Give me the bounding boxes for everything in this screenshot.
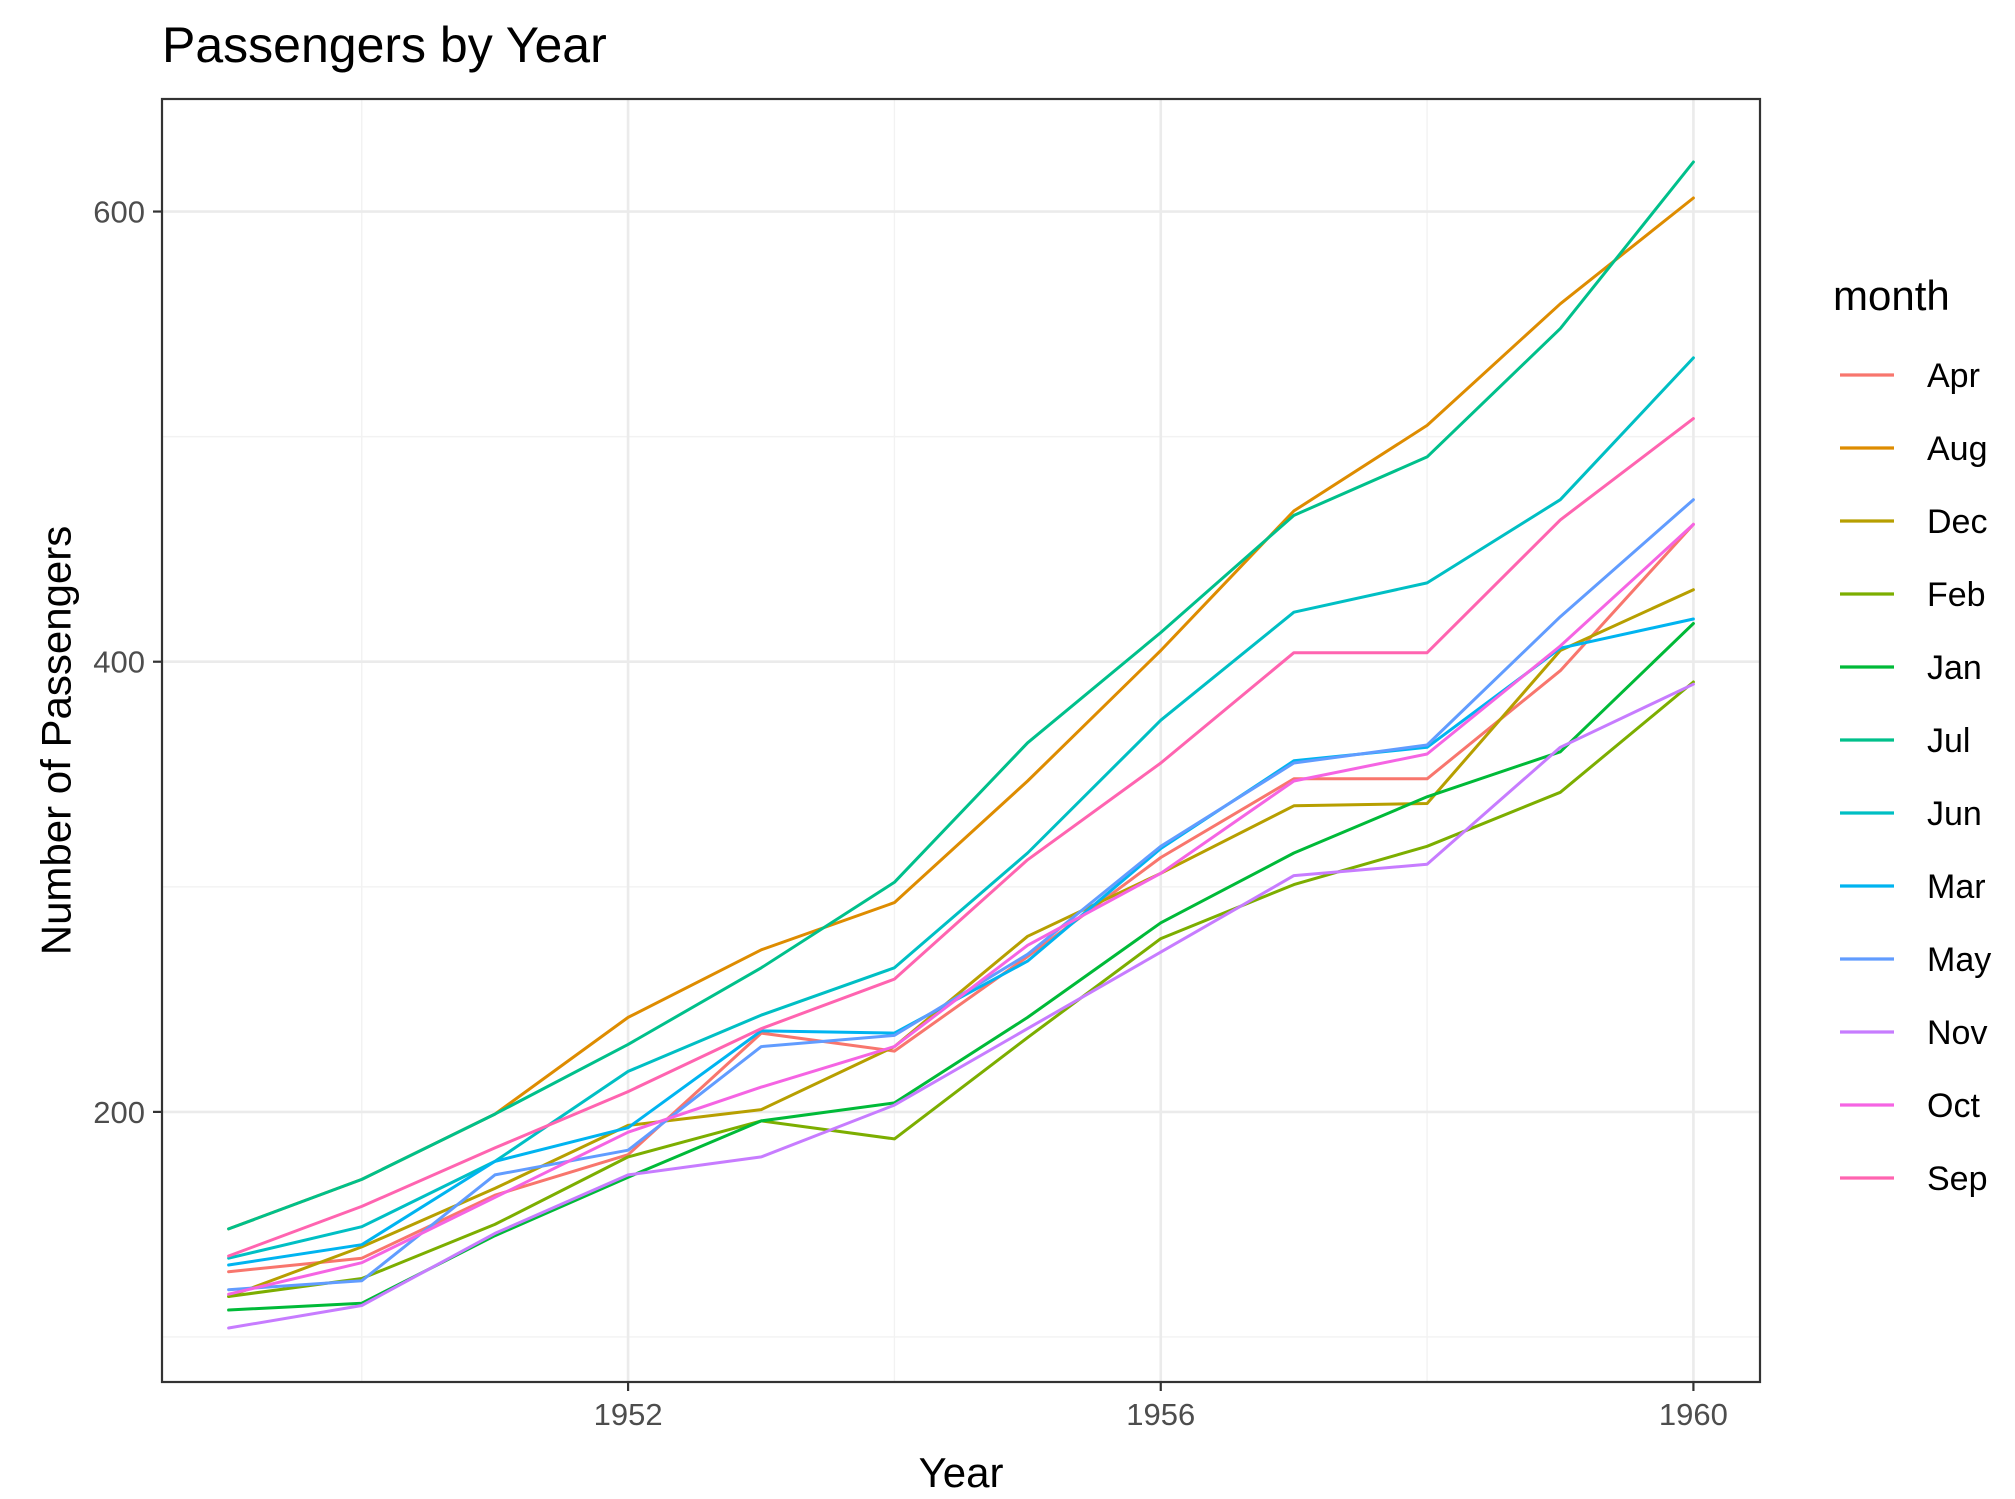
legend-title: month <box>1833 272 1950 319</box>
legend-label: Feb <box>1927 576 1986 614</box>
x-tick-label: 1952 <box>594 1397 663 1432</box>
series-line-dec <box>227 588 1695 1298</box>
legend-item-apr: Apr <box>1840 357 1980 395</box>
legend-item-aug: Aug <box>1840 430 1988 468</box>
legend-item-nov: Nov <box>1840 1014 1987 1052</box>
legend-label: Jul <box>1927 722 1970 760</box>
x-axis-title: Year <box>919 1449 1004 1496</box>
legend: month Apr Aug Dec Feb Jan Jul Jun Mar May Nov Oct S… <box>1833 272 1991 1198</box>
legend-item-jun: Jun <box>1840 795 1982 833</box>
series-line-jan <box>227 622 1695 1312</box>
legend-item-mar: Mar <box>1840 868 1986 906</box>
panel-border <box>160 97 1762 1384</box>
legend-label: Oct <box>1927 1087 1980 1125</box>
legend-label: Aug <box>1927 430 1988 468</box>
series-line-apr <box>227 522 1695 1274</box>
legend-label: May <box>1927 941 1991 979</box>
legend-items: Apr Aug Dec Feb Jan Jul Jun Mar May Nov Oct Sep <box>1840 357 1991 1198</box>
chart-title: Passengers by Year <box>162 17 607 73</box>
series-line-feb <box>227 680 1695 1298</box>
legend-item-may: May <box>1840 941 1991 979</box>
series-lines <box>227 160 1695 1330</box>
series-line-nov <box>227 682 1695 1330</box>
legend-item-feb: Feb <box>1840 576 1986 614</box>
legend-item-oct: Oct <box>1840 1087 1980 1125</box>
series-line-jul <box>227 160 1695 1231</box>
x-tick-label: 1960 <box>1659 1397 1728 1432</box>
y-tick-label: 400 <box>93 645 145 680</box>
y-axis-ticks: 200 400 600 <box>93 195 162 1130</box>
legend-item-sep: Sep <box>1840 1160 1988 1198</box>
series-line-oct <box>227 522 1695 1296</box>
series-line-may <box>227 498 1695 1292</box>
grid-lines <box>162 99 1760 1382</box>
legend-label: Jan <box>1927 649 1982 687</box>
x-tick-label: 1956 <box>1126 1397 1195 1432</box>
legend-label: Apr <box>1927 357 1980 395</box>
legend-label: Sep <box>1927 1160 1988 1198</box>
legend-item-dec: Dec <box>1840 503 1987 541</box>
x-axis-ticks: 1952 1956 1960 <box>594 1382 1728 1432</box>
series-line-sep <box>227 417 1695 1258</box>
series-line-jun <box>227 356 1695 1260</box>
legend-label: Nov <box>1927 1014 1987 1052</box>
legend-label: Mar <box>1927 868 1986 906</box>
y-axis-title: Number of Passengers <box>33 526 80 956</box>
legend-item-jul: Jul <box>1840 722 1970 760</box>
legend-label: Dec <box>1927 503 1987 541</box>
y-tick-label: 200 <box>93 1095 145 1130</box>
legend-label: Jun <box>1927 795 1982 833</box>
legend-item-jan: Jan <box>1840 649 1982 687</box>
y-tick-label: 600 <box>93 195 145 230</box>
